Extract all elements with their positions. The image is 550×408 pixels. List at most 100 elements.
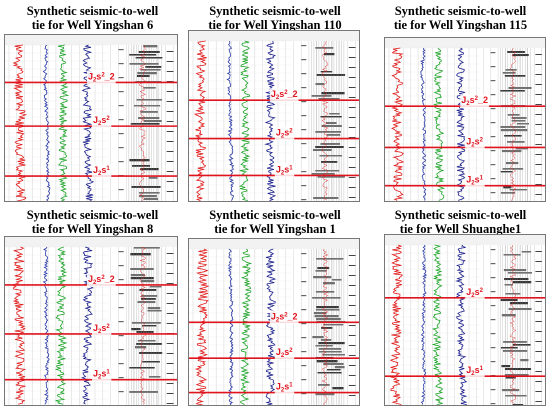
time-tick bbox=[348, 187, 356, 188]
seismic-event bbox=[135, 346, 147, 349]
depth-tick bbox=[490, 150, 496, 152]
time-tick bbox=[348, 47, 356, 48]
log-curve-0 bbox=[12, 246, 27, 405]
time-tick bbox=[535, 184, 542, 185]
seismic-event bbox=[503, 341, 527, 343]
seismic-event bbox=[138, 117, 160, 120]
seismic-event bbox=[313, 276, 332, 279]
seismic-event bbox=[509, 189, 528, 191]
seismic-event bbox=[130, 274, 145, 277]
seismic-event bbox=[315, 309, 340, 311]
time-tick bbox=[348, 177, 356, 178]
time-tick bbox=[166, 61, 174, 62]
seismic-event bbox=[508, 87, 532, 89]
time-tick bbox=[535, 321, 542, 322]
time-tick bbox=[535, 134, 542, 135]
time-tick bbox=[348, 97, 356, 98]
depth-tick bbox=[301, 185, 307, 187]
seismic-event bbox=[138, 51, 160, 53]
seismic-event bbox=[139, 195, 157, 198]
depth-tick bbox=[301, 379, 307, 381]
log-curve-0 bbox=[12, 44, 28, 201]
log-curve-2 bbox=[240, 248, 253, 405]
seismic-event bbox=[501, 314, 516, 317]
panel-yingshan6: J2s2_2 J2s2 J2s1 bbox=[4, 34, 178, 202]
horizon-label: J2s1 bbox=[276, 164, 293, 176]
time-tick bbox=[348, 325, 356, 326]
time-tick bbox=[166, 131, 174, 132]
seismic-event bbox=[130, 277, 154, 280]
time-tick bbox=[535, 331, 542, 332]
seismic-event bbox=[311, 173, 335, 175]
depth-tick bbox=[301, 101, 307, 103]
time-tick bbox=[166, 403, 174, 404]
seismic-event bbox=[511, 120, 526, 122]
title-line2: tie for Well Shuanghe1 bbox=[399, 222, 522, 236]
time-tick bbox=[348, 285, 356, 286]
depth-tick bbox=[490, 192, 496, 194]
time-tick bbox=[535, 271, 542, 272]
seismic-event bbox=[507, 51, 525, 53]
seismic-event bbox=[130, 123, 160, 125]
depth-tick bbox=[118, 279, 124, 281]
depth-tick bbox=[118, 335, 124, 337]
time-tick bbox=[535, 341, 542, 342]
label-halo bbox=[465, 285, 485, 300]
depth-tick bbox=[118, 251, 124, 253]
seismic-event bbox=[505, 162, 519, 165]
time-tick bbox=[535, 84, 542, 85]
depth-tick bbox=[118, 377, 124, 379]
label-halo bbox=[91, 164, 112, 179]
time-tick bbox=[348, 107, 356, 108]
title-line2: tie for Well Yingshan 8 bbox=[31, 222, 154, 236]
log-curve-1 bbox=[42, 44, 51, 201]
time-tick bbox=[535, 174, 542, 175]
seismic-event bbox=[323, 324, 344, 326]
seismic-event bbox=[139, 289, 157, 291]
log-curve-3 bbox=[80, 246, 94, 405]
time-tick bbox=[348, 77, 356, 78]
seismic-event bbox=[316, 258, 344, 260]
log-curve-1 bbox=[227, 248, 234, 405]
log-curve-2 bbox=[54, 246, 68, 405]
time-tick bbox=[166, 171, 174, 172]
seismic-event bbox=[135, 57, 163, 59]
time-tick bbox=[348, 137, 356, 138]
horizon-label: J2s2 bbox=[93, 323, 110, 335]
seismic-event bbox=[131, 186, 161, 188]
seismic-event bbox=[500, 299, 518, 302]
title-line2: tie for Well Yingshan 115 bbox=[393, 18, 528, 32]
time-tick bbox=[535, 194, 542, 195]
title-line1: Synthetic seismic-to-well bbox=[26, 208, 159, 222]
seismic-event bbox=[505, 395, 527, 397]
time-tick bbox=[166, 283, 174, 284]
log-curve-1 bbox=[420, 244, 428, 405]
time-tick bbox=[535, 311, 542, 312]
label-halo bbox=[465, 173, 485, 188]
seismic-event bbox=[316, 306, 339, 309]
seismic-event bbox=[326, 134, 341, 136]
time-tick bbox=[348, 57, 356, 58]
time-tick bbox=[535, 261, 542, 262]
time-tick bbox=[535, 291, 542, 292]
time-tick bbox=[166, 373, 174, 374]
seismic-event bbox=[316, 318, 341, 321]
synthetic-trace bbox=[321, 40, 329, 201]
time-tick bbox=[166, 273, 174, 274]
time-tick bbox=[535, 381, 542, 382]
seismic-event bbox=[140, 280, 155, 283]
depth-tick bbox=[301, 393, 307, 395]
time-tick bbox=[166, 141, 174, 142]
time-tick bbox=[535, 351, 542, 352]
seismic-event bbox=[502, 72, 516, 74]
log-curve-2 bbox=[57, 44, 70, 201]
time-tick bbox=[348, 305, 356, 306]
panel-yingshan110: J2s2_2 J2s2 J2s1 bbox=[188, 30, 360, 202]
seismic-event bbox=[133, 247, 160, 249]
depth-tick bbox=[118, 49, 124, 51]
seismic-event bbox=[149, 376, 161, 378]
time-tick bbox=[348, 345, 356, 346]
seismic-event bbox=[318, 348, 342, 350]
depth-tick bbox=[490, 333, 496, 335]
seismic-event bbox=[129, 63, 159, 65]
